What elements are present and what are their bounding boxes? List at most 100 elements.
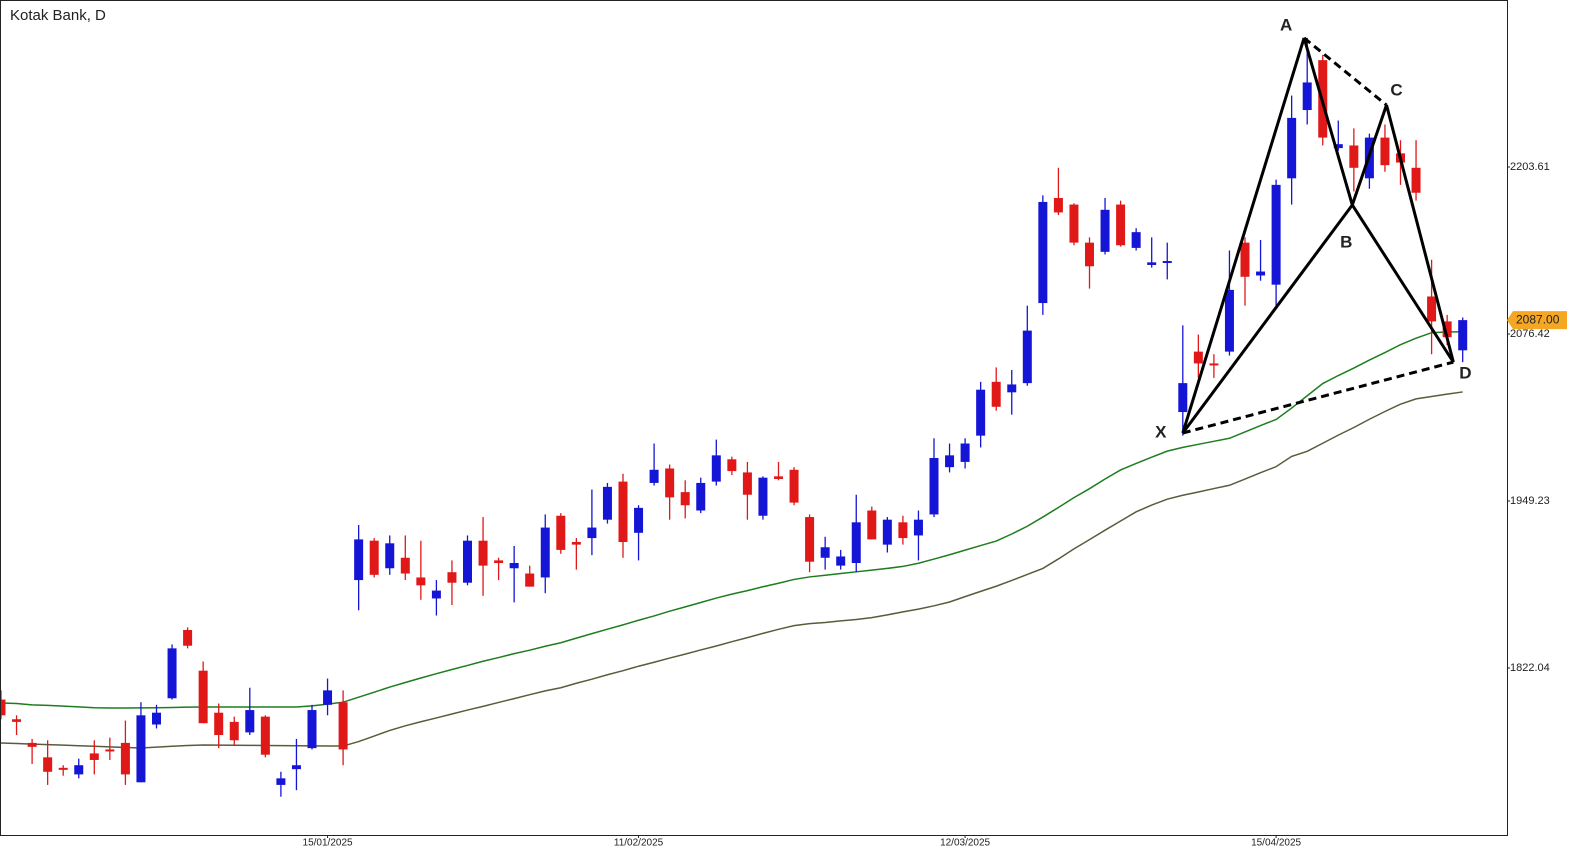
candle-body bbox=[416, 577, 426, 586]
candle-body bbox=[649, 469, 659, 483]
candle-body bbox=[478, 540, 488, 566]
candle-body bbox=[1100, 209, 1110, 252]
candle-body bbox=[245, 710, 255, 733]
candle-body bbox=[1287, 117, 1297, 179]
candle-body bbox=[431, 590, 441, 599]
candle-body bbox=[1302, 82, 1312, 111]
pattern-dashed-line bbox=[1303, 36, 1388, 107]
candle-body bbox=[1193, 351, 1203, 364]
candle-body bbox=[929, 457, 939, 515]
candle-body bbox=[369, 540, 379, 575]
candle-body bbox=[338, 702, 348, 750]
moving-average bbox=[1, 331, 1463, 709]
pattern-label: D bbox=[1459, 364, 1471, 383]
axes: 1822.04 1949.23 2076.42 2203.61 15/01/2025 11… bbox=[303, 161, 1567, 849]
candle-body bbox=[602, 486, 612, 520]
candle-body bbox=[913, 519, 923, 536]
candle-body bbox=[727, 459, 737, 472]
candle-body bbox=[1427, 296, 1437, 322]
candle-body bbox=[58, 767, 68, 770]
candle-body bbox=[152, 712, 161, 725]
candle-body bbox=[1271, 184, 1281, 285]
y-tick-label: 1822.04 bbox=[1510, 662, 1550, 674]
candle-body bbox=[1240, 242, 1250, 277]
pattern-label: A bbox=[1280, 15, 1292, 34]
candle-body bbox=[1458, 320, 1468, 351]
candle-body bbox=[120, 742, 130, 775]
y-tick-label: 2076.42 bbox=[1510, 328, 1550, 340]
x-tick-label: 15/04/2025 bbox=[1251, 838, 1301, 849]
candle-body bbox=[991, 381, 1001, 407]
candle-body bbox=[758, 477, 768, 516]
candle-body bbox=[323, 690, 333, 705]
candle-body bbox=[867, 510, 877, 540]
candle-body bbox=[1411, 167, 1421, 193]
candle-body bbox=[105, 749, 115, 752]
candle-body bbox=[1053, 198, 1063, 213]
candle-body bbox=[742, 472, 752, 495]
candle-body bbox=[665, 468, 675, 498]
candle-body bbox=[540, 527, 550, 578]
candle-body bbox=[1038, 201, 1048, 304]
candle-body bbox=[711, 455, 721, 482]
candle-body bbox=[618, 481, 628, 543]
candle-body bbox=[1333, 144, 1343, 149]
candle-body bbox=[183, 629, 193, 646]
candle-body bbox=[89, 753, 99, 760]
candle-body bbox=[774, 476, 783, 479]
pattern-label: X bbox=[1155, 423, 1167, 442]
candle-body bbox=[229, 721, 239, 741]
pattern-line bbox=[1350, 104, 1388, 206]
x-tick-label: 15/01/2025 bbox=[303, 838, 353, 849]
candle-body bbox=[898, 522, 908, 539]
candle-body bbox=[447, 572, 457, 583]
pattern-label: C bbox=[1390, 81, 1402, 100]
candle-body bbox=[820, 547, 830, 558]
y-tick-label: 1949.23 bbox=[1510, 495, 1550, 507]
pattern-line bbox=[1181, 204, 1354, 434]
plot-area bbox=[1, 36, 1468, 797]
candle-body bbox=[1, 699, 6, 716]
x-tick-label: 11/02/2025 bbox=[614, 838, 664, 849]
candle-body bbox=[385, 543, 395, 569]
candle-body bbox=[836, 556, 846, 566]
candle-body bbox=[696, 482, 706, 511]
candle-body bbox=[789, 469, 799, 503]
candle-body bbox=[960, 443, 970, 462]
candle-body bbox=[354, 539, 364, 581]
pattern-line bbox=[1351, 204, 1455, 363]
candle-body bbox=[260, 716, 270, 755]
candle-body bbox=[291, 765, 301, 770]
candle-body bbox=[74, 765, 84, 775]
candle-body bbox=[1442, 321, 1452, 338]
candle-body bbox=[198, 670, 208, 724]
candle-body bbox=[12, 719, 22, 722]
candle-body bbox=[276, 778, 286, 785]
last-price-tag bbox=[1507, 311, 1567, 330]
candle-body bbox=[1224, 289, 1234, 352]
pattern-dashed-line bbox=[1182, 360, 1454, 435]
candle-body bbox=[136, 715, 146, 783]
candle-body bbox=[556, 515, 566, 550]
candle-body bbox=[1007, 384, 1017, 393]
y-tick-label: 2203.61 bbox=[1510, 161, 1550, 173]
candle-body bbox=[571, 542, 581, 545]
candle-body bbox=[882, 519, 892, 545]
candle-body bbox=[43, 757, 53, 772]
candle-body bbox=[680, 492, 690, 506]
candle-body bbox=[1178, 383, 1188, 413]
candle-body bbox=[214, 712, 224, 736]
candle-body bbox=[1349, 145, 1359, 168]
candle-body bbox=[27, 742, 37, 747]
candle-body bbox=[1022, 330, 1032, 384]
candle-body bbox=[509, 563, 519, 569]
candle-body bbox=[976, 389, 986, 436]
candle-body bbox=[851, 522, 861, 564]
last-price-label: 2087.00 bbox=[1516, 312, 1560, 326]
pattern-line bbox=[1181, 37, 1306, 434]
candle-body bbox=[525, 573, 535, 587]
pattern-line bbox=[1302, 37, 1354, 206]
candle-body bbox=[1147, 262, 1157, 265]
chart-title: Kotak Bank, D bbox=[10, 7, 106, 24]
candle-body bbox=[307, 710, 317, 749]
